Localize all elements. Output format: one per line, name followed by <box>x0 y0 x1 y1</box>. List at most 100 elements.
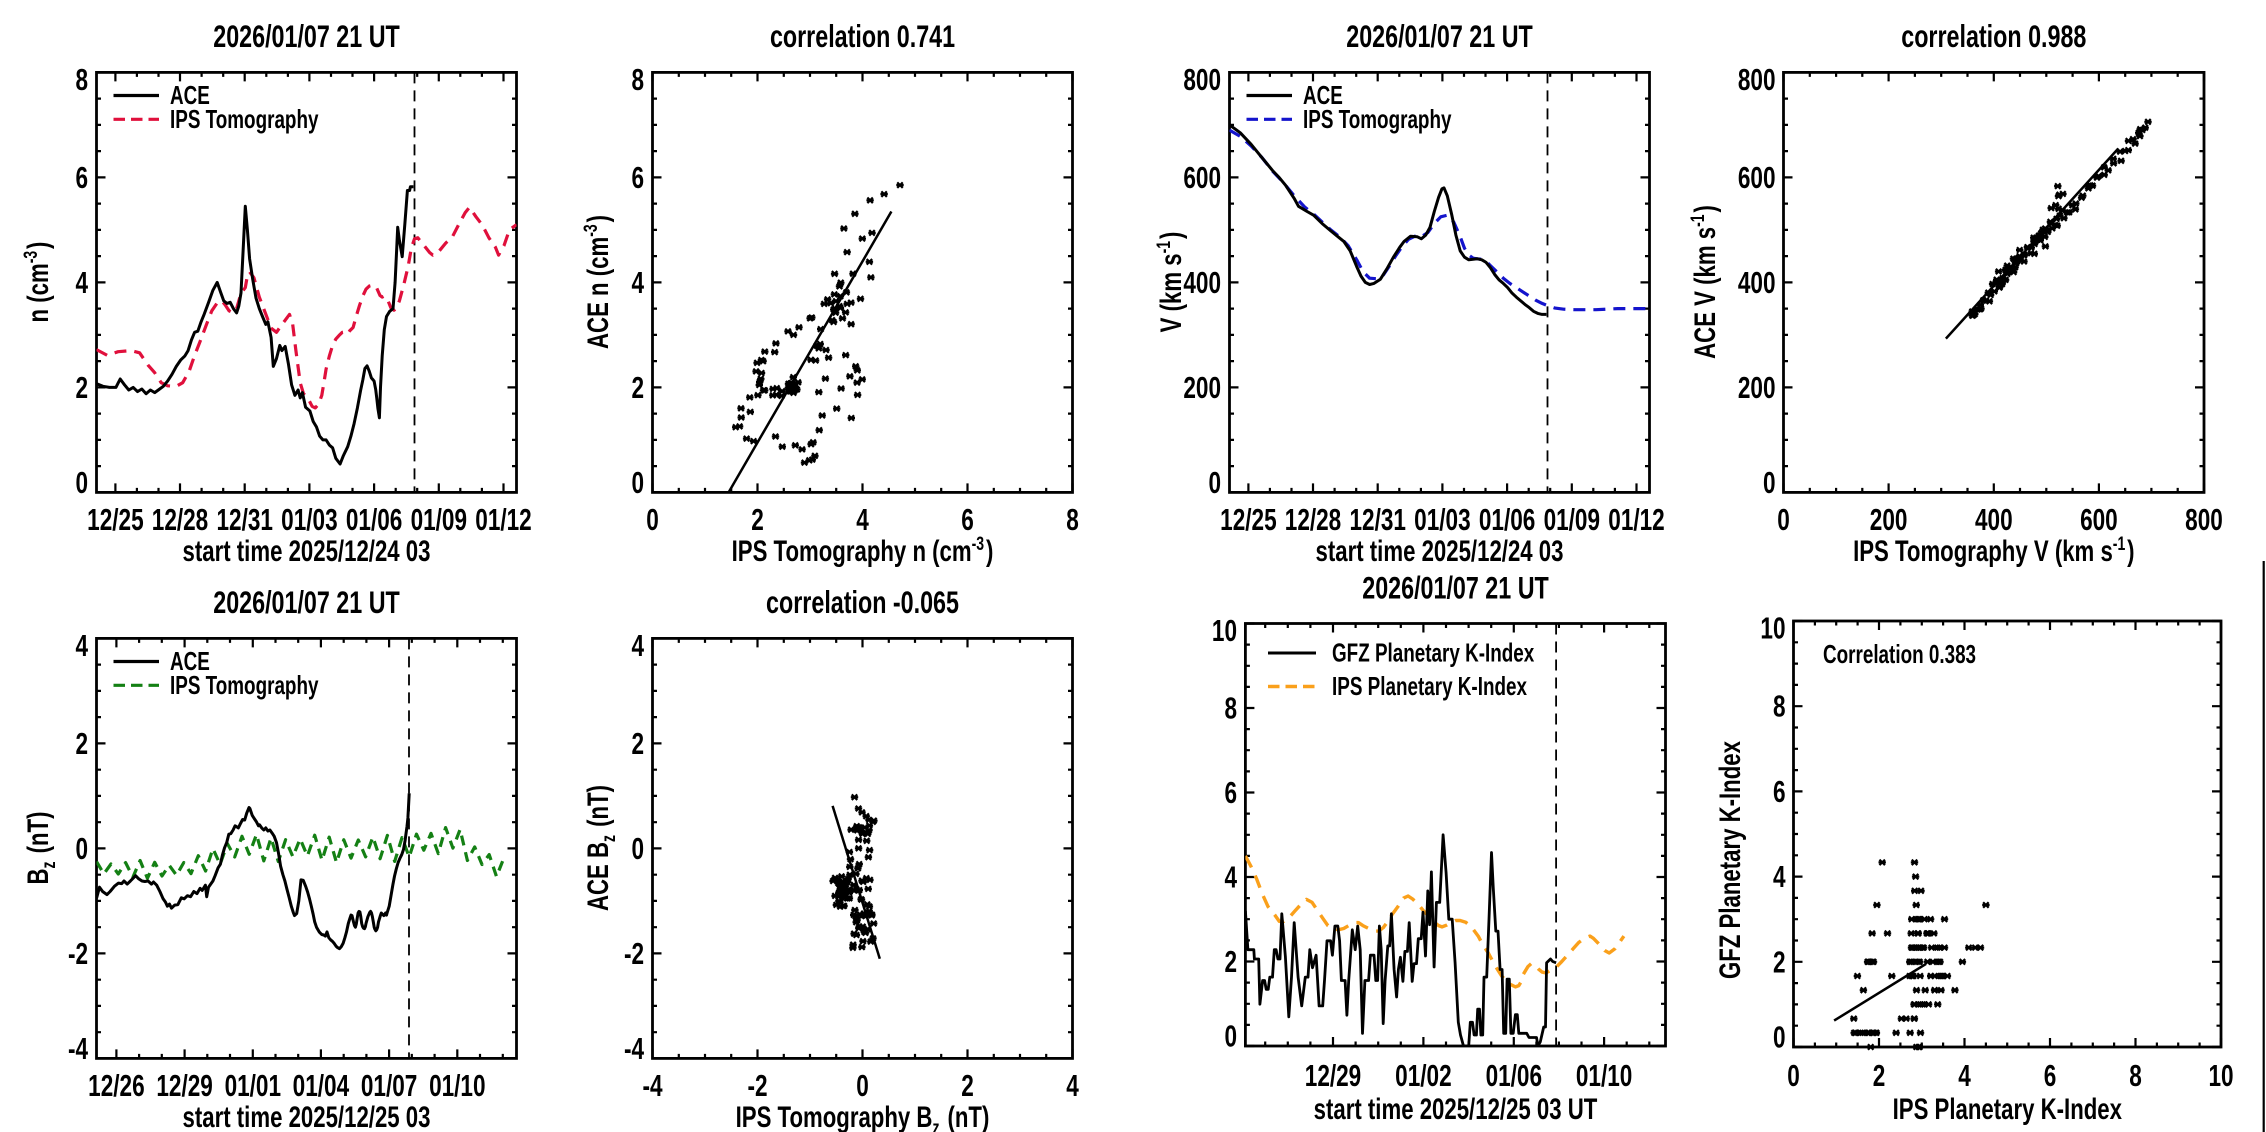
svg-text:IPS Tomography Bz (nT): IPS Tomography Bz (nT) <box>736 1100 990 1132</box>
svg-text:01/12: 01/12 <box>475 503 531 537</box>
svg-text:Correlation 0.383: Correlation 0.383 <box>1823 640 1976 668</box>
svg-text:0: 0 <box>631 466 644 500</box>
svg-text:8: 8 <box>2129 1059 2142 1093</box>
svg-text:2: 2 <box>751 503 764 537</box>
svg-text:400: 400 <box>1738 266 1776 300</box>
svg-text:2: 2 <box>961 1069 974 1103</box>
svg-text:-2: -2 <box>68 937 88 971</box>
svg-text:0: 0 <box>631 832 644 866</box>
svg-text:2: 2 <box>1873 1059 1886 1093</box>
svg-text:600: 600 <box>1738 161 1776 195</box>
svg-text:0: 0 <box>75 832 88 866</box>
svg-text:6: 6 <box>631 161 644 195</box>
svg-text:2: 2 <box>75 371 88 405</box>
svg-text:0: 0 <box>1224 1019 1237 1053</box>
svg-text:01/01: 01/01 <box>225 1069 282 1103</box>
svg-text:IPS Tomography: IPS Tomography <box>1303 105 1452 133</box>
svg-text:-2: -2 <box>624 937 644 971</box>
svg-text:6: 6 <box>961 503 974 537</box>
svg-text:2: 2 <box>631 371 644 405</box>
svg-text:400: 400 <box>1975 503 2013 537</box>
svg-text:01/06: 01/06 <box>346 503 402 537</box>
svg-text:0: 0 <box>1777 503 1790 537</box>
svg-text:8: 8 <box>1066 503 1079 537</box>
svg-text:2026/01/07 21 UT: 2026/01/07 21 UT <box>1346 18 1533 53</box>
svg-text:2: 2 <box>75 727 88 761</box>
svg-text:IPS Tomography: IPS Tomography <box>170 671 319 699</box>
svg-text:01/07: 01/07 <box>361 1069 417 1103</box>
svg-text:200: 200 <box>1183 371 1221 405</box>
svg-text:start time 2025/12/24 03: start time 2025/12/24 03 <box>183 534 431 568</box>
svg-text:4: 4 <box>631 629 644 663</box>
svg-text:01/06: 01/06 <box>1486 1059 1542 1093</box>
svg-text:8: 8 <box>1224 691 1237 725</box>
svg-text:0: 0 <box>1773 1020 1786 1054</box>
svg-text:200: 200 <box>1870 503 1908 537</box>
svg-text:200: 200 <box>1738 371 1776 405</box>
svg-text:0: 0 <box>646 503 659 537</box>
svg-text:6: 6 <box>2044 1059 2057 1093</box>
svg-text:0: 0 <box>1763 466 1776 500</box>
svg-text:12/26: 12/26 <box>88 1069 144 1103</box>
svg-text:12/31: 12/31 <box>216 503 273 537</box>
svg-text:2026/01/07 21 UT: 2026/01/07 21 UT <box>1362 570 1549 605</box>
svg-text:01/09: 01/09 <box>411 503 467 537</box>
svg-text:correlation 0.741: correlation 0.741 <box>770 18 955 53</box>
svg-text:01/09: 01/09 <box>1544 503 1600 537</box>
svg-text:ACE: ACE <box>1303 81 1343 109</box>
svg-text:12/25: 12/25 <box>1220 503 1277 537</box>
svg-text:start time 2025/12/24 03: start time 2025/12/24 03 <box>1316 534 1564 568</box>
svg-text:12/28: 12/28 <box>1285 503 1342 537</box>
svg-text:2026/01/07 21 UT: 2026/01/07 21 UT <box>213 18 400 53</box>
svg-text:2: 2 <box>631 727 644 761</box>
svg-text:4: 4 <box>1224 860 1237 894</box>
svg-text:12/31: 12/31 <box>1349 503 1406 537</box>
svg-text:ACE V (km s-1 ): ACE V (km s-1 ) <box>1687 205 1722 359</box>
svg-text:01/06: 01/06 <box>1479 503 1535 537</box>
svg-text:400: 400 <box>1183 266 1221 300</box>
svg-text:800: 800 <box>1738 63 1776 97</box>
svg-text:10: 10 <box>1760 611 1785 645</box>
svg-text:01/10: 01/10 <box>1576 1059 1632 1093</box>
svg-text:12/25: 12/25 <box>87 503 144 537</box>
svg-text:4: 4 <box>1066 1069 1079 1103</box>
svg-text:2: 2 <box>1773 945 1786 979</box>
svg-text:Bz (nT): Bz (nT) <box>21 812 60 885</box>
svg-text:01/12: 01/12 <box>1608 503 1664 537</box>
svg-text:01/03: 01/03 <box>1414 503 1470 537</box>
svg-text:6: 6 <box>1224 776 1237 810</box>
svg-text:600: 600 <box>2080 503 2118 537</box>
svg-text:4: 4 <box>631 266 644 300</box>
svg-text:ACE: ACE <box>170 81 210 109</box>
svg-text:4: 4 <box>1958 1059 1971 1093</box>
svg-text:-4: -4 <box>642 1069 662 1103</box>
svg-text:ACE: ACE <box>170 647 210 675</box>
svg-text:correlation -0.065: correlation -0.065 <box>766 585 959 620</box>
svg-text:IPS Planetary K-Index: IPS Planetary K-Index <box>1893 1092 2123 1126</box>
svg-text:01/10: 01/10 <box>429 1069 485 1103</box>
svg-text:2: 2 <box>1224 945 1237 979</box>
svg-text:4: 4 <box>75 629 88 663</box>
svg-text:0: 0 <box>75 466 88 500</box>
svg-text:ACE n (cm-3 ): ACE n (cm-3 ) <box>580 215 615 349</box>
svg-text:800: 800 <box>1183 63 1221 97</box>
svg-text:6: 6 <box>1773 775 1786 809</box>
svg-text:8: 8 <box>631 63 644 97</box>
svg-text:-2: -2 <box>747 1069 767 1103</box>
svg-text:4: 4 <box>1773 860 1786 894</box>
svg-text:GFZ Planetary K-Index: GFZ Planetary K-Index <box>1332 639 1535 667</box>
svg-text:correlation 0.988: correlation 0.988 <box>1901 18 2086 53</box>
svg-text:start time 2025/12/25 03 UT: start time 2025/12/25 03 UT <box>1314 1092 1598 1126</box>
svg-text:12/29: 12/29 <box>156 1069 212 1103</box>
svg-text:10: 10 <box>2208 1059 2233 1093</box>
svg-text:600: 600 <box>1183 161 1221 195</box>
svg-text:01/04: 01/04 <box>293 1069 350 1103</box>
svg-text:IPS Tomography: IPS Tomography <box>170 105 319 133</box>
svg-text:4: 4 <box>75 266 88 300</box>
svg-text:01/03: 01/03 <box>281 503 337 537</box>
svg-text:2026/01/07 21 UT: 2026/01/07 21 UT <box>213 585 400 620</box>
svg-text:6: 6 <box>75 161 88 195</box>
svg-text:800: 800 <box>2185 503 2223 537</box>
svg-text:IPS Tomography n (cm-3 ): IPS Tomography n (cm-3 ) <box>732 533 994 568</box>
svg-text:8: 8 <box>1773 689 1786 723</box>
